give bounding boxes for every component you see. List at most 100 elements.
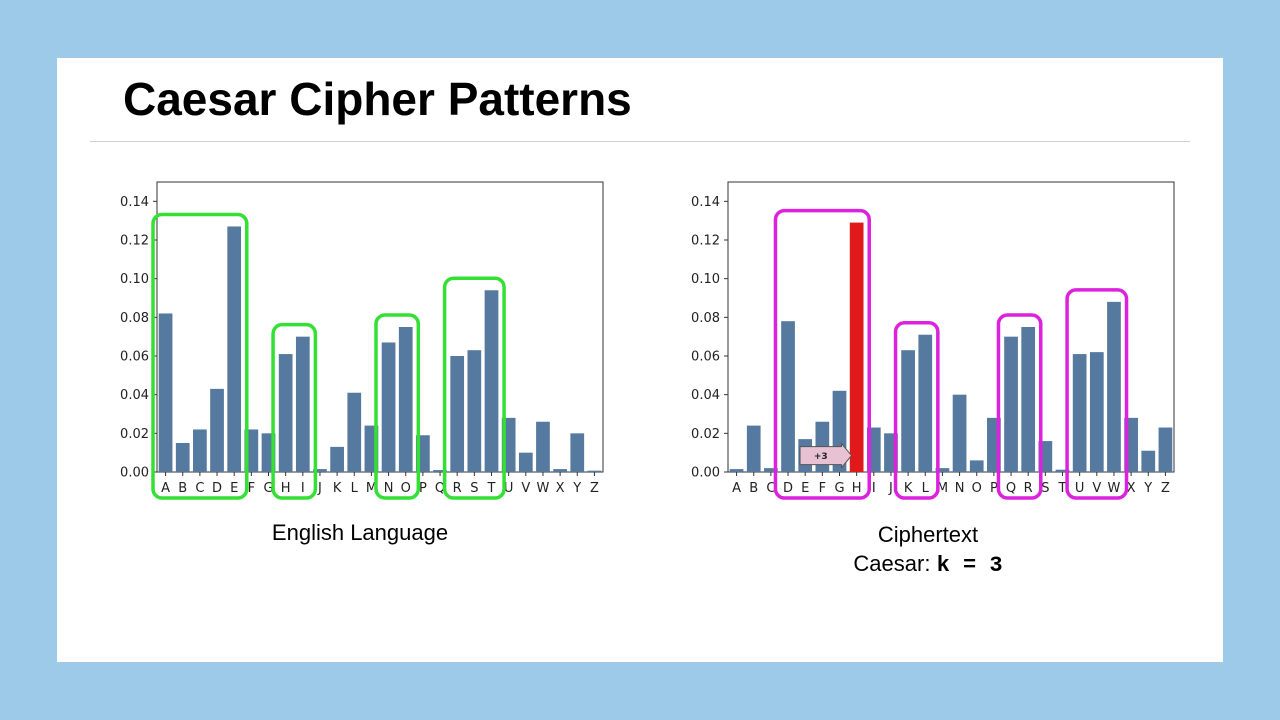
bar-v [1089, 352, 1104, 472]
x-tick-label: H [852, 481, 862, 496]
x-tick-label: U [504, 481, 514, 496]
caesar-label: Caesar: [853, 551, 937, 576]
bar-u [1072, 354, 1087, 472]
x-tick-label: B [749, 481, 758, 496]
group-box-k-l [893, 320, 940, 500]
key-value: k = 3 [936, 553, 1003, 578]
x-tick-label: H [281, 481, 291, 496]
y-tick-label: 0.10 [691, 272, 720, 287]
x-tick-label: C [766, 481, 775, 496]
ciphertext-caption-line1: Ciphertext [877, 522, 979, 547]
bar-n [952, 394, 967, 472]
x-tick-label: A [732, 481, 741, 496]
x-tick-label: T [1058, 481, 1067, 496]
y-tick-label: 0.02 [691, 427, 720, 442]
x-tick-label: E [801, 481, 809, 496]
bar-z [587, 470, 602, 472]
x-tick-label: D [783, 481, 793, 496]
group-box-a-e [151, 212, 249, 500]
bar-y [1141, 450, 1156, 472]
x-tick-label: P [419, 481, 427, 496]
bar-l [347, 392, 362, 472]
bar-v [518, 452, 533, 472]
x-tick-label: X [1127, 481, 1136, 496]
x-tick-label: E [230, 481, 238, 496]
group-box-n-o [374, 313, 421, 500]
y-tick-label: 0.02 [120, 427, 149, 442]
shift-arrow-label: +3 [814, 452, 828, 462]
bar-a [158, 313, 173, 472]
x-tick-label: K [904, 481, 913, 496]
bar-b [175, 443, 190, 472]
x-tick-label: I [872, 481, 876, 496]
x-tick-label: C [195, 481, 204, 496]
group-box-r-t [442, 276, 506, 500]
plot-frame [727, 181, 1175, 473]
bar-e [227, 226, 242, 472]
group-box-d-h [773, 208, 871, 500]
x-tick-label: Z [1161, 481, 1170, 496]
bar-q [433, 470, 447, 472]
bar-k [330, 446, 344, 472]
ciphertext-caption: Ciphertext Caesar: k = 3 [828, 520, 1028, 580]
x-tick-label: M [366, 481, 377, 496]
y-tick-label: 0.00 [120, 466, 149, 481]
x-tick-label: F [248, 481, 255, 496]
x-tick-label: K [333, 481, 342, 496]
shift-arrow-shape [799, 442, 853, 469]
bar-h [849, 222, 864, 472]
bar-w [536, 421, 550, 472]
x-tick-label: L [351, 481, 359, 496]
bar-z [1158, 427, 1173, 472]
y-tick-label: 0.12 [691, 234, 720, 249]
plot-frame [156, 181, 604, 473]
y-tick-label: 0.08 [120, 311, 149, 326]
slide-title: Caesar Cipher Patterns [123, 73, 632, 125]
x-tick-label: T [487, 481, 496, 496]
group-box-q-r [996, 313, 1043, 500]
x-tick-label: A [161, 481, 170, 496]
x-tick-label: N [955, 481, 965, 496]
y-tick-label: 0.00 [691, 466, 720, 481]
x-tick-label: D [212, 481, 222, 496]
x-tick-label: O [401, 481, 411, 496]
bar-c [764, 468, 778, 472]
bar-r [450, 356, 465, 472]
x-tick-label: G [834, 481, 844, 496]
x-tick-label: X [556, 481, 565, 496]
x-tick-label: F [819, 481, 826, 496]
bar-w [1107, 301, 1121, 472]
x-tick-label: L [922, 481, 930, 496]
y-tick-label: 0.10 [120, 272, 149, 287]
y-tick-label: 0.14 [691, 195, 720, 210]
x-tick-label: R [453, 481, 462, 496]
x-tick-label: B [178, 481, 187, 496]
bar-r [1021, 327, 1036, 472]
x-tick-label: Y [1143, 481, 1152, 496]
x-tick-label: O [972, 481, 982, 496]
bar-o [398, 327, 413, 472]
x-tick-label: R [1024, 481, 1033, 496]
y-tick-label: 0.04 [120, 388, 149, 403]
bar-b [746, 425, 761, 472]
x-tick-label: G [263, 481, 273, 496]
x-tick-label: N [384, 481, 394, 496]
english-caption: English Language [271, 520, 449, 545]
x-tick-label: S [1041, 481, 1049, 496]
bar-i [295, 336, 310, 472]
bar-d [210, 388, 224, 472]
bar-t [1055, 469, 1070, 472]
x-tick-label: P [990, 481, 998, 496]
x-tick-label: M [937, 481, 948, 496]
y-tick-label: 0.14 [120, 195, 149, 210]
shift-arrow: +3 [799, 442, 853, 469]
bar-n [381, 342, 396, 472]
x-tick-label: Q [435, 481, 445, 496]
x-tick-label: U [1075, 481, 1085, 496]
group-box-u-w [1065, 288, 1129, 500]
bar-o [969, 460, 984, 472]
bar-h [278, 354, 293, 472]
x-tick-label: Z [590, 481, 599, 496]
group-box-h-i [271, 322, 318, 500]
